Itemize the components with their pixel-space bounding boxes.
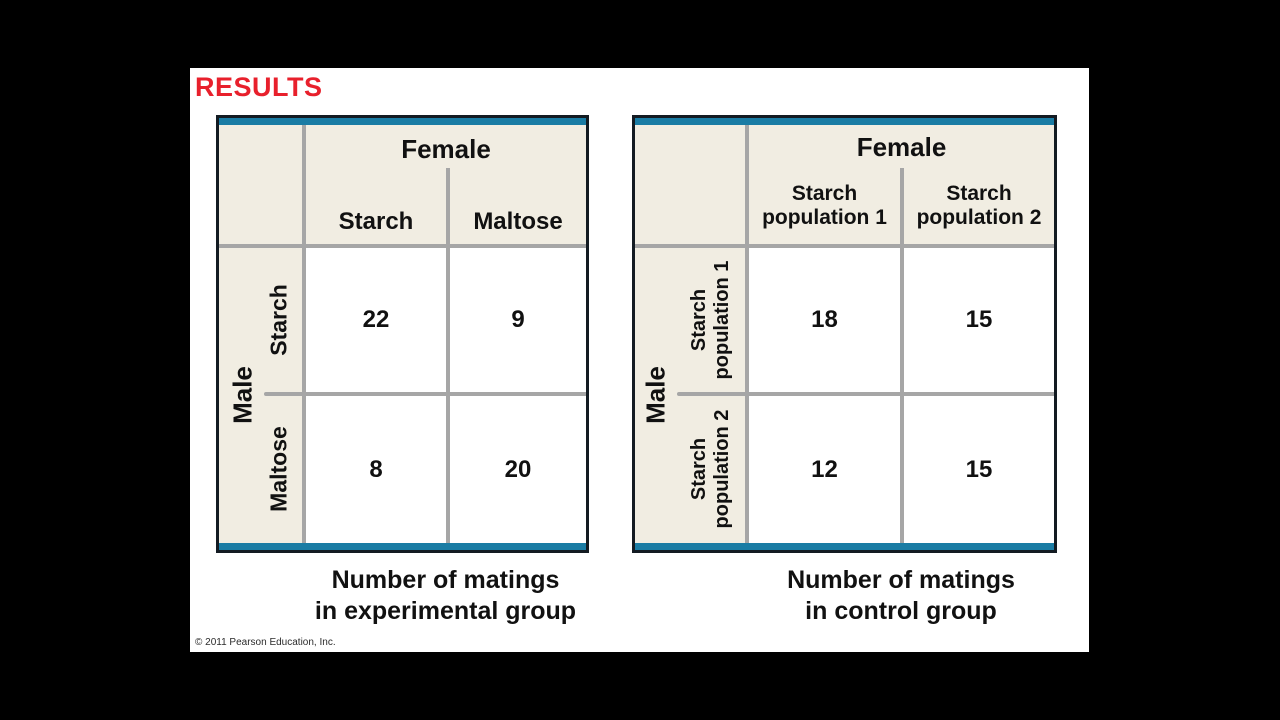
- caption-line: Number of matings: [787, 566, 1015, 594]
- control-table-caption: Number of matings in control group: [745, 565, 1057, 628]
- table-stub-band: [635, 125, 749, 543]
- row-header-starch: Starch: [265, 284, 292, 356]
- col-header-starch-pop1: Starch population 1: [749, 182, 900, 229]
- col-header-maltose: Maltose: [473, 208, 563, 235]
- header-divider-line: [219, 244, 586, 248]
- col-header-starch: Starch: [338, 208, 414, 235]
- table-cell: 15: [965, 306, 993, 333]
- row-divider-line: [264, 392, 586, 396]
- male-group-header: Male: [640, 366, 671, 424]
- col-header-line: Starch: [946, 182, 1012, 205]
- table-cell: 22: [362, 306, 390, 333]
- col-header-line: population 1: [762, 205, 887, 229]
- header-divider-line: [635, 244, 1054, 248]
- caption-line: in experimental group: [314, 597, 577, 626]
- table-bottom-bar: [635, 543, 1054, 550]
- row-header-line: population 2: [711, 409, 733, 529]
- table-cell: 15: [965, 455, 993, 483]
- results-heading: RESULTS: [195, 72, 323, 102]
- row-header-starch-pop2: Starch population 2: [688, 410, 734, 529]
- table-bottom-bar: [219, 543, 586, 550]
- caption-line: in control group: [805, 597, 997, 626]
- row-header-maltose: Maltose: [265, 426, 292, 512]
- caption-line: Number of matings: [331, 566, 560, 594]
- col-header-line: population 2: [916, 205, 1042, 229]
- col-header-starch-pop2: Starch population 2: [904, 182, 1054, 229]
- column-divider-line: [900, 168, 904, 543]
- male-group-header: Male: [227, 366, 258, 424]
- copyright-notice: © 2011 Pearson Education, Inc.: [195, 637, 336, 648]
- table-cell: 12: [811, 455, 838, 483]
- column-divider-line: [446, 168, 450, 543]
- table-cell: 9: [511, 306, 525, 333]
- row-divider-line: [677, 392, 1054, 396]
- stub-divider-line: [302, 125, 306, 543]
- experimental-table: Female Starch Maltose Male Starch Maltos…: [216, 115, 589, 553]
- experimental-table-caption: Number of matings in experimental group: [302, 565, 589, 628]
- row-header-line: population 1: [711, 260, 733, 380]
- table-top-bar: [635, 118, 1054, 125]
- figure-canvas: RESULTS Female Starch Maltose Male Starc…: [190, 68, 1089, 652]
- table-stub-band: [219, 125, 306, 543]
- female-group-header: Female: [401, 134, 491, 164]
- table-top-bar: [219, 118, 586, 125]
- table-cell: 8: [369, 455, 383, 483]
- row-header-line: Starch: [688, 437, 710, 501]
- row-header-line: Starch: [688, 288, 710, 352]
- col-header-line: Starch: [791, 182, 858, 205]
- stub-divider-line: [745, 125, 749, 543]
- row-header-starch-pop1: Starch population 1: [688, 261, 734, 380]
- table-cell: 18: [811, 306, 838, 333]
- female-group-header: Female: [856, 132, 947, 162]
- control-table: Female Starch population 1 Starch popula…: [632, 115, 1057, 553]
- table-cell: 20: [504, 455, 532, 483]
